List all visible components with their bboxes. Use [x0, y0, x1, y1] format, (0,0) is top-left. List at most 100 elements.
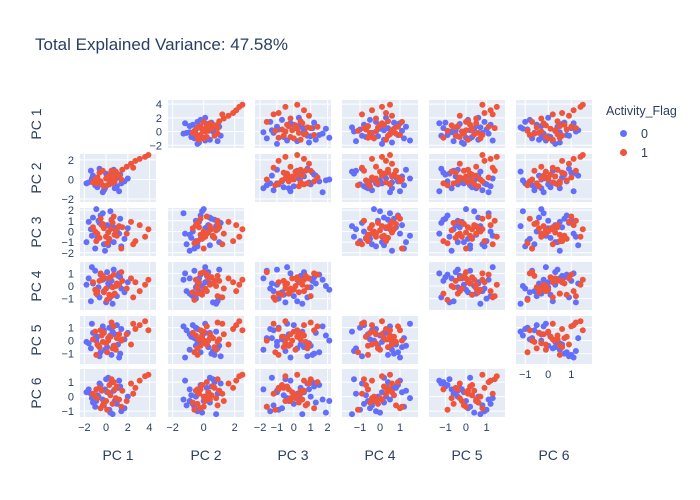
point-series-1	[295, 129, 302, 136]
subplot-5-2[interactable]	[168, 316, 246, 364]
point-series-1	[292, 346, 299, 353]
point-series-1	[485, 123, 492, 130]
point-series-1	[556, 180, 563, 187]
point-series-1	[570, 107, 577, 114]
point-series-0	[274, 140, 280, 147]
point-series-1	[219, 390, 226, 397]
point-series-1	[454, 290, 461, 297]
subplot-6-3[interactable]	[255, 369, 333, 418]
subplot-1-5[interactable]	[429, 100, 505, 148]
point-series-1	[577, 318, 584, 325]
subplot-4-1[interactable]	[80, 262, 156, 310]
point-series-1	[194, 238, 201, 245]
point-series-0	[90, 214, 96, 221]
point-series-1	[579, 152, 586, 158]
point-series-1	[304, 180, 311, 187]
point-series-1	[554, 277, 561, 284]
point-series-1	[489, 241, 496, 248]
point-series-0	[545, 181, 552, 188]
subplot-2-4[interactable]	[342, 152, 418, 202]
subplot-3-1[interactable]	[80, 206, 156, 256]
subplot-4-2[interactable]	[168, 262, 246, 310]
subplot-2-1[interactable]	[80, 152, 156, 202]
subplot-3-5[interactable]	[429, 206, 505, 256]
subplot-2-6[interactable]	[516, 152, 592, 202]
point-series-0	[180, 323, 187, 330]
point-series-0	[446, 376, 453, 383]
point-series-1	[579, 327, 586, 334]
point-series-1	[90, 336, 96, 343]
subplot-5-6[interactable]	[516, 316, 592, 364]
y-tick-label: 0	[68, 281, 74, 293]
point-series-0	[290, 293, 297, 300]
point-series-0	[533, 322, 540, 329]
point-series-0	[322, 125, 329, 132]
subplot-5-1[interactable]	[80, 316, 156, 364]
point-series-1	[203, 379, 210, 386]
subplot-4-6[interactable]	[516, 262, 592, 310]
subplot-3-2[interactable]	[168, 206, 246, 256]
point-series-1	[200, 245, 207, 252]
subplot-2-3[interactable]	[255, 152, 333, 202]
subplot-6-4[interactable]	[342, 369, 418, 418]
point-series-0	[489, 137, 496, 144]
point-series-1	[216, 118, 223, 125]
subplot-6-5[interactable]	[429, 369, 505, 418]
point-series-0	[268, 335, 275, 342]
point-series-1	[270, 320, 277, 327]
y-tick-label: 1	[68, 377, 74, 389]
subplot-6-2[interactable]	[168, 369, 246, 418]
point-series-0	[442, 171, 449, 178]
point-series-1	[136, 377, 143, 384]
subplot-1-2[interactable]	[168, 100, 246, 148]
x-axis-title: PC 2	[190, 447, 221, 463]
point-series-0	[189, 121, 196, 128]
point-series-1	[365, 238, 371, 245]
point-series-1	[306, 112, 312, 119]
point-series-0	[319, 130, 326, 137]
point-series-1	[450, 400, 457, 407]
subplot-5-4[interactable]	[342, 316, 418, 364]
y-tick-label: 0	[156, 127, 162, 139]
point-series-1	[395, 123, 401, 130]
subplot-5-3[interactable]	[255, 316, 333, 364]
point-series-1	[199, 382, 206, 388]
point-series-1	[219, 241, 226, 248]
point-series-1	[485, 379, 492, 386]
point-series-0	[116, 377, 123, 384]
point-series-1	[263, 337, 270, 344]
subplot-1-6[interactable]	[516, 100, 592, 148]
point-series-1	[136, 288, 143, 295]
subplot-1-3[interactable]	[255, 100, 333, 148]
subplot-4-3[interactable]	[255, 262, 333, 310]
subplot-6-1[interactable]	[80, 369, 156, 418]
point-series-1	[473, 120, 480, 127]
subplot-1-4[interactable]	[342, 100, 418, 148]
subplot-2-5[interactable]	[429, 152, 505, 202]
point-series-0	[559, 224, 566, 231]
point-series-1	[387, 152, 393, 158]
point-series-1	[556, 290, 563, 297]
point-series-1	[561, 170, 568, 177]
subplot-3-4[interactable]	[342, 206, 418, 256]
point-series-1	[118, 403, 125, 410]
point-series-0	[448, 247, 455, 254]
point-series-1	[566, 341, 572, 348]
point-series-1	[369, 107, 375, 114]
legend-item-1[interactable]: 1	[620, 143, 677, 162]
legend-item-0[interactable]: 0	[620, 124, 677, 143]
y-tick-label: 0	[68, 336, 74, 348]
point-series-0	[349, 411, 355, 418]
point-series-1	[230, 384, 237, 391]
subplot-4-5[interactable]	[429, 262, 505, 310]
chart-title: Total Explained Variance: 47.58%	[35, 35, 288, 54]
point-series-1	[112, 395, 119, 402]
y-tick-label: −1	[61, 406, 74, 418]
point-series-1	[314, 323, 321, 330]
point-series-1	[524, 127, 531, 134]
subplot-3-6[interactable]	[516, 206, 592, 256]
point-series-0	[481, 243, 488, 250]
point-series-0	[319, 323, 326, 330]
point-series-1	[524, 349, 531, 356]
point-series-1	[118, 337, 125, 344]
